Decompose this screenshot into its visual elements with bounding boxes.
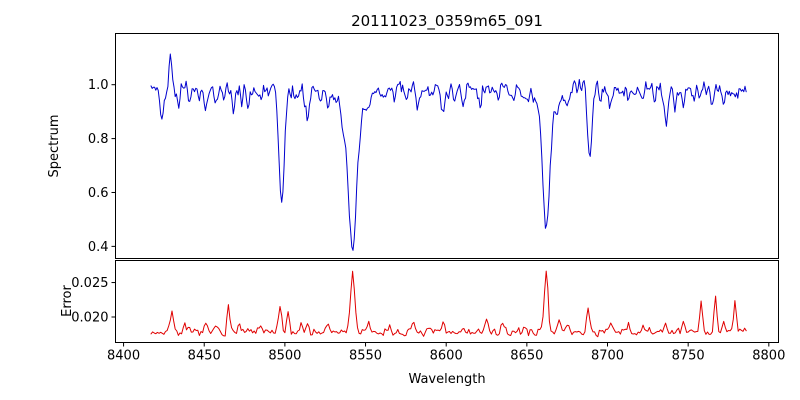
error-panel-border [115,260,779,343]
x-tick-label: 8650 [510,349,543,364]
x-tick-label: 8600 [430,349,463,364]
x-tick-label: 8700 [591,349,624,364]
x-tick-label: 8450 [188,349,221,364]
data-series-group [150,53,747,338]
spectrum-panel-border [115,33,779,259]
error-y-tick-label: 0.025 [71,276,108,291]
x-tick-label: 8800 [752,349,785,364]
spectrum-y-tick-label: 1.0 [88,78,109,93]
spectrum-y-tick-label: 0.4 [88,240,109,255]
x-tick-label: 8750 [672,349,705,364]
error-line [150,270,747,338]
x-axis-label: Wavelength [408,372,485,387]
x-tick-label: 8400 [107,349,140,364]
error-y-axis-label: Error [60,285,75,317]
x-tick-label: 8550 [349,349,382,364]
spectrum-y-tick-label: 0.8 [88,132,109,147]
spectrum-line [150,53,747,251]
spectrum-y-tick-label: 0.6 [88,186,109,201]
error-y-tick-label: 0.020 [71,311,108,326]
chart-title: 20111023_0359m65_091 [351,12,543,31]
spectrum-y-axis-label: Spectrum [47,115,62,178]
x-tick-label: 8500 [268,349,301,364]
axis-ticks-group: 8400 8450 8500 8550 8600 8650 8700 8750 8800 0.4 0… [71,78,785,363]
